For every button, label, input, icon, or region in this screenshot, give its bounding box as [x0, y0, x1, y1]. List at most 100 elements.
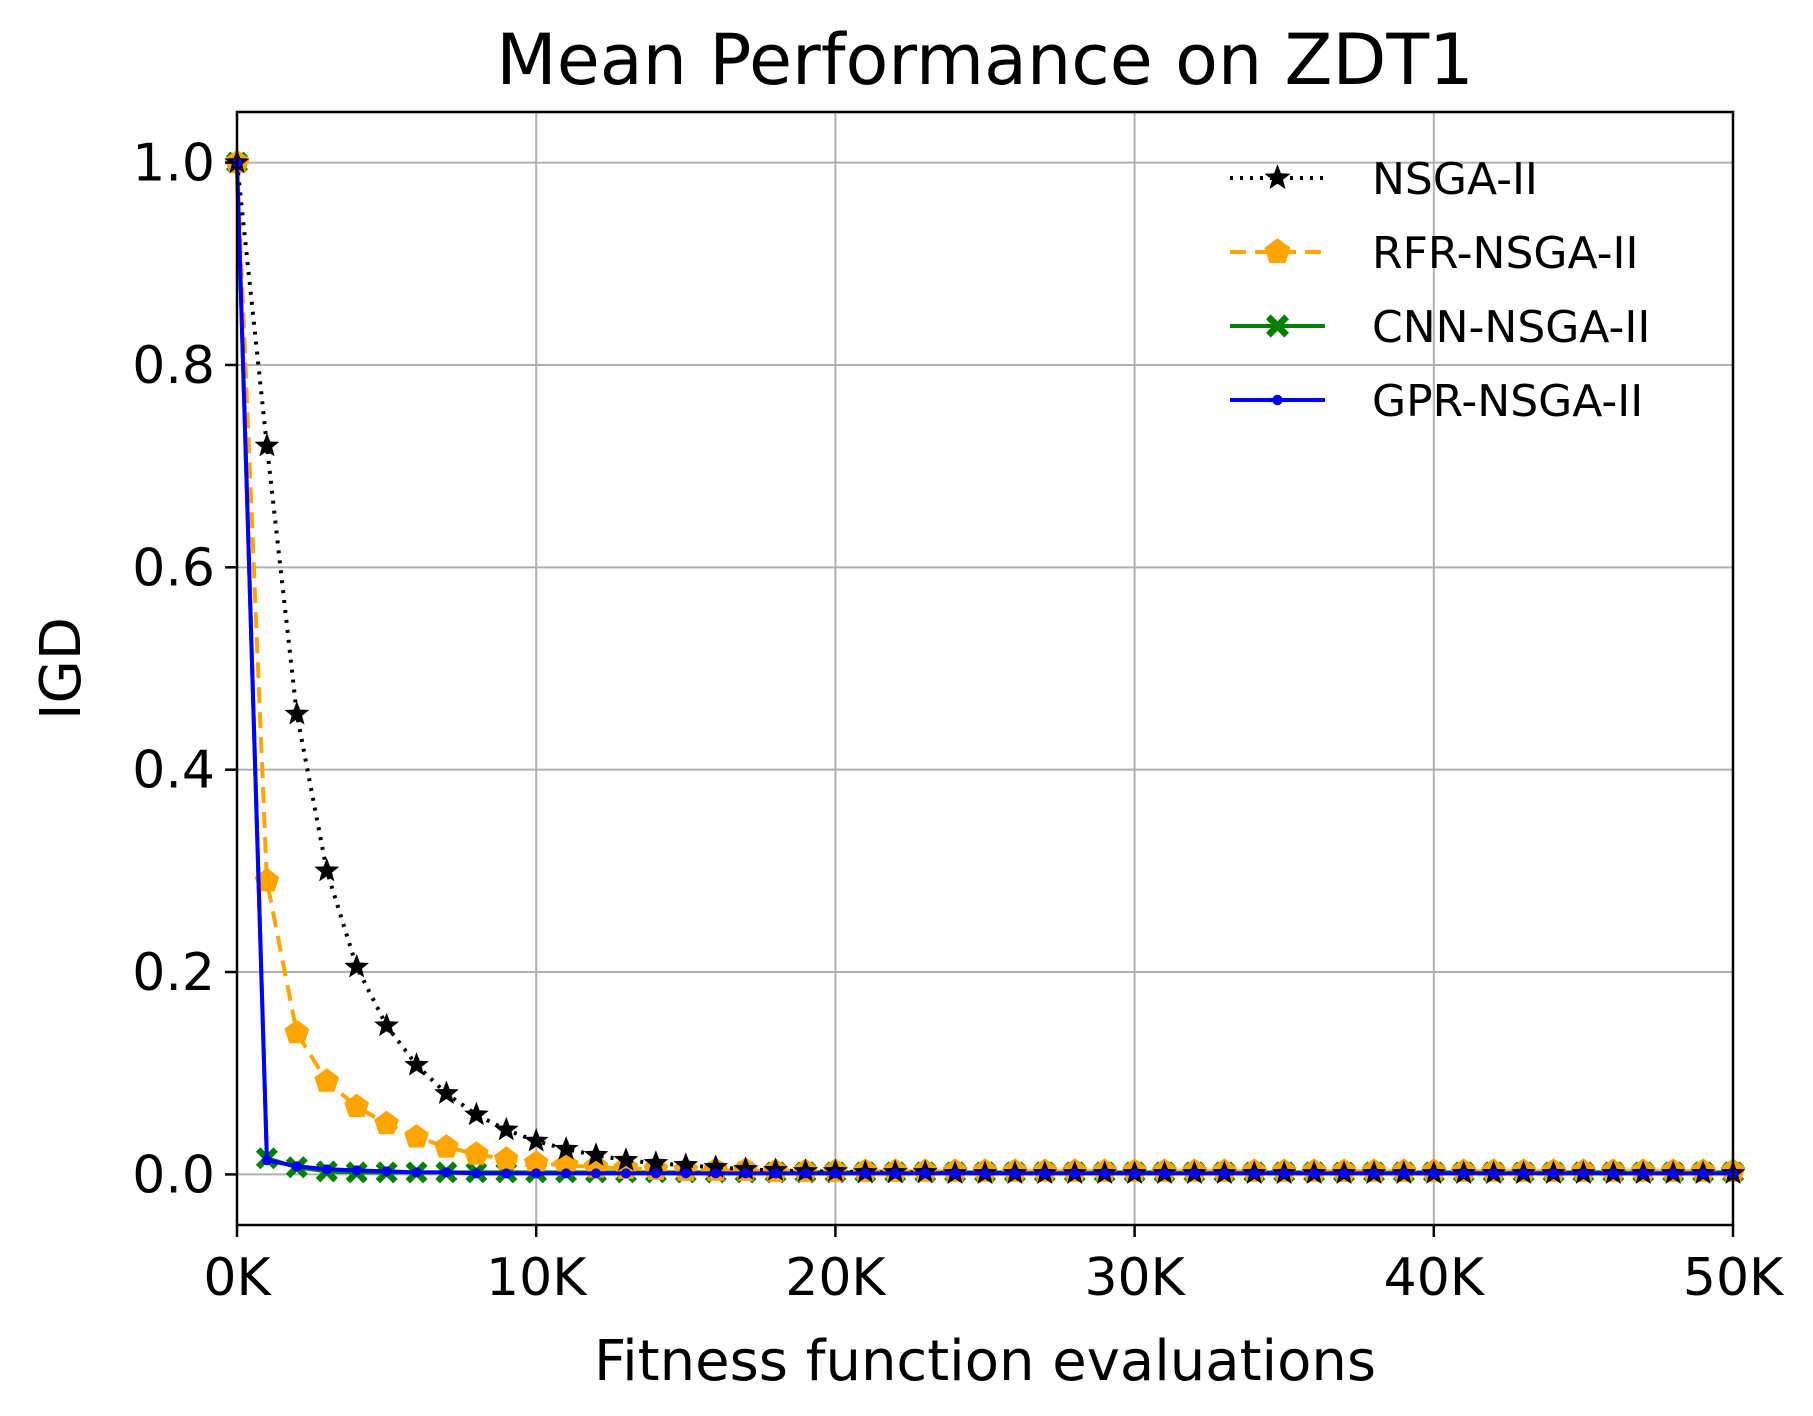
data-point — [1668, 1168, 1679, 1179]
y-tick-label: 0.8 — [132, 336, 215, 396]
data-point — [733, 1156, 758, 1180]
data-point — [1398, 1168, 1409, 1179]
data-point — [890, 1168, 901, 1179]
y-tick-label: 0.0 — [132, 1145, 215, 1205]
data-point — [980, 1168, 990, 1179]
data-point — [493, 1146, 519, 1170]
legend-label: CNN-NSGA-II — [1372, 302, 1650, 353]
data-point — [344, 1093, 369, 1118]
data-point — [404, 1124, 429, 1148]
data-point — [1518, 1168, 1529, 1179]
data-point — [254, 868, 280, 892]
data-point — [404, 1052, 429, 1076]
data-point — [1039, 1168, 1050, 1179]
data-point — [284, 701, 310, 725]
data-point — [830, 1168, 841, 1179]
data-point — [1069, 1168, 1080, 1179]
data-point — [523, 1150, 549, 1174]
data-point — [673, 1152, 699, 1176]
data-point — [703, 1154, 729, 1178]
legend-label: NSGA-II — [1372, 154, 1538, 205]
data-point — [351, 1165, 362, 1176]
legend-entry: GPR-NSGA-II — [1230, 376, 1643, 427]
data-point — [441, 1167, 452, 1178]
data-point — [1428, 1168, 1439, 1179]
data-point — [591, 1168, 602, 1179]
data-point — [374, 1012, 399, 1037]
x-tick-label: 50K — [1683, 1248, 1785, 1308]
data-point — [493, 1116, 519, 1141]
data-point — [284, 1019, 310, 1044]
y-tick-label: 0.6 — [132, 538, 215, 598]
legend-swatch-marker — [1272, 394, 1283, 406]
data-point — [434, 1134, 459, 1158]
legend-swatch-marker — [1266, 314, 1289, 338]
data-point — [620, 1168, 631, 1179]
legend-label: RFR-NSGA-II — [1372, 228, 1638, 279]
data-point — [411, 1167, 422, 1178]
data-point — [643, 1150, 669, 1174]
data-point — [1368, 1168, 1379, 1179]
plot-frame — [235, 110, 1735, 1227]
data-point — [321, 1164, 332, 1175]
data-point — [1189, 1168, 1200, 1179]
data-point — [291, 1161, 302, 1172]
data-point — [1339, 1168, 1350, 1179]
data-point — [770, 1168, 781, 1179]
data-point — [1309, 1168, 1320, 1179]
data-point — [800, 1168, 811, 1179]
y-tick-label: 1.0 — [132, 134, 215, 194]
data-point — [1458, 1168, 1469, 1179]
data-point — [1249, 1168, 1260, 1179]
data-point — [381, 1166, 392, 1177]
legend-entry: CNN-NSGA-II — [1230, 302, 1650, 353]
x-tick-label: 20K — [785, 1248, 887, 1308]
y-tick-label: 0.4 — [132, 741, 215, 801]
legend-swatch-marker — [1264, 164, 1291, 189]
data-point — [1219, 1168, 1230, 1179]
data-point — [464, 1141, 489, 1165]
x-tick-label: 30K — [1084, 1248, 1186, 1308]
data-point — [254, 432, 280, 457]
data-point — [1279, 1168, 1290, 1179]
chart-title: Mean Performance on ZDT1 — [496, 19, 1473, 101]
data-point — [523, 1128, 549, 1152]
data-point — [920, 1168, 931, 1179]
data-point — [680, 1168, 691, 1179]
data-point — [583, 1142, 609, 1166]
data-point — [1009, 1168, 1020, 1179]
series-gpr-nsga-ii — [232, 157, 1738, 1179]
data-point — [314, 857, 340, 882]
data-point — [710, 1168, 721, 1179]
x-axis-label: Fitness function evaluations — [594, 1329, 1376, 1394]
data-point — [1548, 1168, 1559, 1179]
data-point — [1099, 1168, 1110, 1179]
data-point — [531, 1168, 542, 1179]
data-point — [344, 954, 369, 978]
data-point — [1698, 1168, 1709, 1179]
data-point — [464, 1101, 489, 1126]
data-point — [950, 1168, 961, 1179]
data-point — [860, 1168, 871, 1179]
data-point — [1488, 1168, 1499, 1179]
data-point — [1578, 1168, 1589, 1179]
y-tick-label: 0.2 — [132, 943, 215, 1003]
legend-swatch-marker — [1264, 238, 1291, 263]
data-point — [650, 1168, 661, 1179]
data-point — [553, 1136, 579, 1160]
x-tick-label: 0K — [203, 1248, 272, 1308]
legend-entry: NSGA-II — [1230, 154, 1538, 205]
legend: NSGA-II RFR-NSGA-II CNN-NSGA-II GPR-NSGA-II — [1230, 154, 1650, 427]
data-point — [613, 1147, 639, 1171]
legend-entry: RFR-NSGA-II — [1230, 228, 1638, 279]
data-point — [501, 1168, 512, 1179]
x-tick-label: 40K — [1384, 1248, 1486, 1308]
x-tick-label: 10K — [486, 1248, 588, 1308]
data-point — [561, 1168, 572, 1179]
data-point — [261, 1155, 272, 1166]
data-point — [1129, 1168, 1140, 1179]
series-group — [224, 149, 1746, 1184]
data-point — [1638, 1168, 1649, 1179]
data-point — [740, 1168, 751, 1179]
